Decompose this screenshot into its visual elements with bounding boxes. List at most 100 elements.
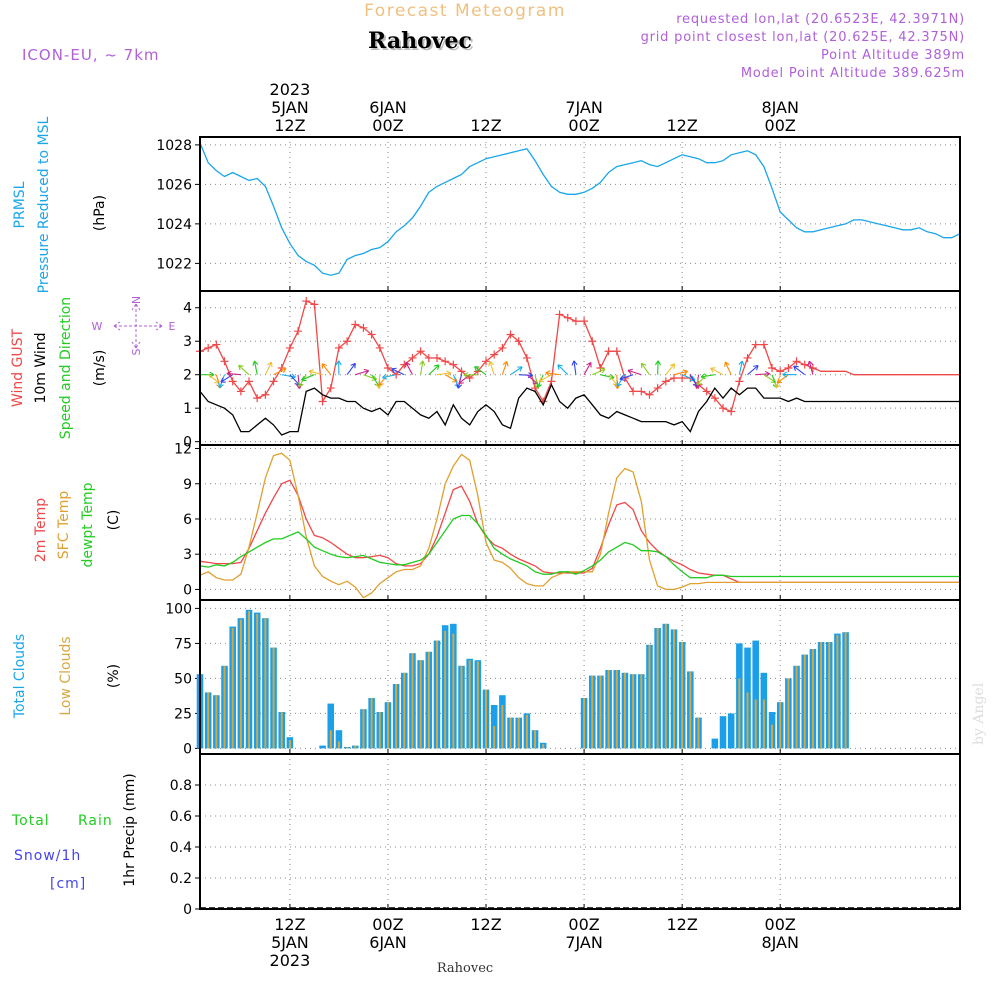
low-cloud-bar (820, 642, 823, 749)
wind-direction-arrow (321, 363, 332, 376)
low-cloud-bar (836, 635, 839, 749)
gust-marker (719, 404, 728, 413)
wind-arrowhead (488, 360, 495, 367)
wind-arrowhead (456, 383, 463, 389)
y-tick-label: 3 (183, 547, 192, 563)
gust-marker (416, 347, 425, 356)
footer-location: Rahovec (437, 961, 493, 976)
wind-arrowhead (218, 382, 224, 389)
snow-unit-label: [cm] (50, 876, 86, 892)
gust-marker (580, 317, 589, 326)
low-cloud-bar (607, 670, 610, 749)
pressure-label-2: Pressure Reduced to MSL (36, 116, 52, 293)
gust-marker (522, 353, 531, 362)
wind-arrowhead (502, 361, 509, 367)
low-cloud-bar (346, 747, 349, 749)
pressure-unit: (hPa) (92, 195, 108, 231)
low-cloud-bar (615, 670, 618, 749)
wind-arrowhead (724, 361, 730, 368)
wind-direction-arrow (619, 374, 634, 380)
wind-arrowhead (738, 360, 745, 366)
gust-marker (212, 340, 221, 349)
wind-arrowhead (640, 362, 647, 369)
top-time-label: 6JAN (369, 98, 407, 117)
wind-direction-arrow (724, 361, 732, 375)
total-cloud-bar (319, 745, 326, 749)
wind-direction-arrow (238, 364, 250, 376)
compass-cross-icon (113, 303, 163, 349)
wind-arrowhead (458, 378, 464, 385)
wind-arrowhead (405, 361, 411, 368)
y-tick-label: 4 (183, 301, 192, 317)
low-cloud-bar (427, 651, 430, 749)
wind-direction-arrow (289, 374, 300, 386)
low-cloud-bar (648, 644, 651, 749)
gust-marker (261, 390, 270, 399)
low-cloud-bar (787, 678, 790, 749)
low-cloud-bar (501, 705, 504, 749)
wind-arrowhead (474, 366, 480, 372)
temp-unit: (C) (106, 510, 122, 531)
low-cloud-bar (525, 714, 528, 749)
gust-marker (204, 343, 213, 352)
low-cloud-bar (256, 614, 259, 749)
wind-arrowhead (545, 370, 551, 377)
top-time-label: 00Z (372, 116, 403, 135)
gust-marker (604, 347, 613, 356)
wind-direction-arrow (474, 366, 487, 376)
total-cloud-bar (752, 640, 759, 749)
low-cloud-bar (640, 674, 643, 749)
gust-marker (768, 364, 777, 372)
total-cloud-bar (719, 716, 727, 749)
wind-arrowhead (616, 381, 622, 387)
wind-direction-arrow (273, 367, 287, 376)
wind-arrowhead (220, 377, 226, 383)
gust-marker (449, 360, 458, 369)
wind-direction-arrow (700, 374, 715, 378)
panel-frame (199, 290, 961, 446)
wind-arrowhead (782, 371, 788, 378)
gust-marker (653, 384, 662, 393)
wind-arrowhead (571, 360, 578, 366)
wind-arrowhead (382, 373, 388, 380)
wind-arrowhead (557, 364, 563, 370)
low-clouds-label: Low Clouds (58, 636, 74, 715)
gust-marker (269, 377, 278, 386)
temp-panel-labels: 2m Temp SFC Temp dewpt Temp (C) (33, 482, 122, 567)
y-tick-label: 1028 (156, 138, 192, 154)
gust-marker (359, 323, 368, 332)
wind-direction-arrow (545, 372, 560, 376)
clouds-unit: (%) (106, 664, 122, 688)
gust-marker (759, 340, 768, 349)
precip-total-label: Total (11, 813, 50, 829)
wind-arrowhead (335, 360, 342, 366)
wind-direction-arrow (501, 361, 508, 375)
wind-direction-arrow (510, 366, 523, 376)
low-cloud-bar (828, 642, 831, 749)
gust-label: Wind GUST (10, 328, 26, 407)
low-cloud-bar (738, 678, 741, 749)
top-time-label: 12Z (470, 116, 501, 135)
wind-arrowhead (363, 368, 370, 375)
bottom-time-label: 6JAN (369, 933, 407, 952)
model-label: ICON-EU, ~ 7km (22, 46, 160, 64)
gust-marker (302, 297, 311, 306)
wind-arrowhead (694, 383, 701, 389)
gust-marker (629, 387, 638, 396)
y-tick-label: 0 (183, 902, 192, 918)
low-cloud-bar (354, 745, 357, 749)
gust-marker (236, 387, 245, 396)
wind-arrowhead (528, 372, 533, 379)
y-tick-label: 50 (174, 671, 192, 687)
wind-arrowhead (536, 382, 542, 388)
panel-frame (199, 136, 961, 292)
low-cloud-bar (689, 671, 692, 749)
gust-marker (710, 394, 719, 403)
wind-arrowhead (538, 376, 545, 383)
wind-direction-arrow (776, 374, 789, 384)
gust-marker (228, 377, 237, 386)
low-cloud-bar (460, 665, 463, 749)
wind-panel-labels: Wind GUST 10m Wind Speed and Direction (… (10, 296, 176, 439)
y-tick-label: 1026 (156, 177, 192, 193)
